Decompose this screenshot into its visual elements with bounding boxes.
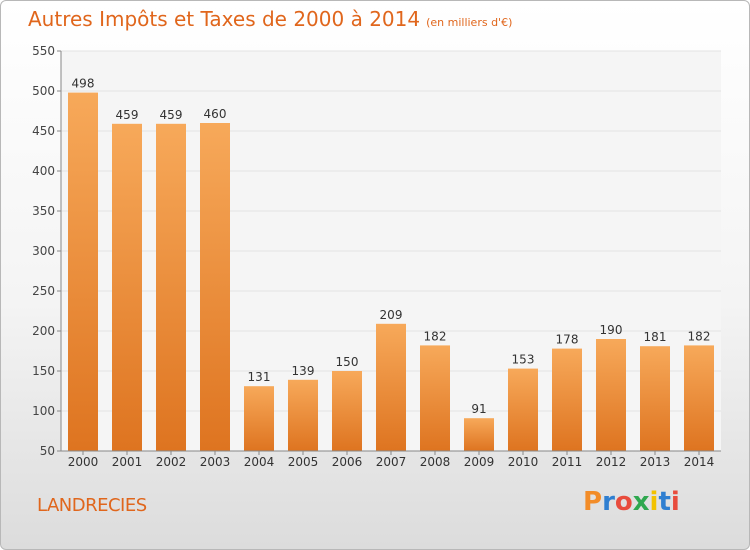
x-tick-label-2013: 2013	[640, 455, 671, 469]
x-tick-label-2005: 2005	[288, 455, 319, 469]
data-label-2002: 459	[160, 108, 183, 122]
y-tick-label: 250	[32, 284, 55, 298]
x-tick-label-2000: 2000	[68, 455, 99, 469]
x-tick-label-2004: 2004	[244, 455, 275, 469]
place-name: LANDRECIES	[37, 495, 147, 516]
data-label-2006: 150	[336, 355, 359, 369]
bar-2004	[244, 386, 274, 451]
data-label-2012: 190	[600, 323, 623, 337]
bar-2000	[68, 92, 98, 451]
data-label-2010: 153	[512, 353, 535, 367]
title-unit: (en milliers d'€)	[426, 16, 513, 29]
logo-letter: t	[658, 487, 671, 517]
logo-letter: P	[583, 487, 603, 517]
bar-2006	[332, 371, 362, 451]
y-tick-label: 550	[32, 44, 55, 58]
data-label-2009: 91	[471, 402, 486, 416]
y-tick-label: 300	[32, 244, 55, 258]
x-tick-label-2014: 2014	[684, 455, 715, 469]
y-axis: 50 100 150 200 250 300 350 400 450 500 550	[32, 44, 62, 458]
bars	[68, 92, 714, 452]
logo-letter: x	[632, 487, 650, 517]
y-tick-label: 350	[32, 204, 55, 218]
bar-2013	[640, 346, 670, 451]
data-label-2008: 182	[424, 329, 447, 343]
x-tick-label-2010: 2010	[508, 455, 539, 469]
x-tick-label-2002: 2002	[156, 455, 187, 469]
data-label-2013: 181	[644, 330, 667, 344]
logo-letter: i	[670, 487, 680, 517]
y-tick-label: 150	[32, 364, 55, 378]
x-tick-label-2006: 2006	[332, 455, 363, 469]
y-tick-label: 50	[40, 444, 55, 458]
bar-2011	[552, 348, 582, 451]
x-tick-label-2008: 2008	[420, 455, 451, 469]
bar-2014	[684, 345, 714, 451]
bar-2012	[596, 339, 626, 451]
data-label-2003: 460	[204, 107, 227, 121]
y-tick-label: 450	[32, 124, 55, 138]
title-text: Autres Impôts et Taxes de 2000 à 2014	[28, 7, 421, 31]
x-axis: 2000 2001 2002 2003 2004 2005 2006 2007 2008 2009…	[61, 450, 721, 469]
data-label-2014: 182	[688, 329, 711, 343]
bar-2008	[420, 345, 450, 451]
y-tick-label: 200	[32, 324, 55, 338]
data-label-2001: 459	[116, 108, 139, 122]
data-label-2007: 209	[380, 308, 403, 322]
data-label-2000: 498	[72, 77, 95, 91]
x-tick-label-2001: 2001	[112, 455, 143, 469]
x-tick-label-2003: 2003	[200, 455, 231, 469]
bar-2009	[464, 418, 494, 451]
bar-2001	[112, 123, 142, 452]
logo-letter: o	[614, 487, 633, 517]
data-label-2005: 139	[292, 364, 315, 378]
y-tick-label: 500	[32, 84, 55, 98]
bar-2005	[288, 379, 318, 451]
bar-2003	[200, 123, 230, 451]
logo-letter: r	[602, 487, 615, 517]
proxiti-logo: Proxiti	[583, 487, 680, 517]
y-tick-label: 100	[32, 404, 55, 418]
logo-letter: i	[649, 487, 659, 517]
bar-2010	[508, 368, 538, 451]
data-label-2011: 178	[556, 333, 579, 347]
data-labels: 498 459 459 460 131 139 150 209 182 91 153 178 190 18…	[72, 77, 711, 417]
data-label-2004: 131	[248, 370, 271, 384]
x-tick-label-2009: 2009	[464, 455, 495, 469]
bar-2002	[156, 123, 186, 452]
x-tick-label-2007: 2007	[376, 455, 407, 469]
y-tick-label: 400	[32, 164, 55, 178]
chart-title: Autres Impôts et Taxes de 2000 à 2014 (en…	[28, 7, 512, 31]
x-tick-label-2012: 2012	[596, 455, 627, 469]
bar-2007	[376, 323, 406, 451]
x-tick-label-2011: 2011	[552, 455, 583, 469]
